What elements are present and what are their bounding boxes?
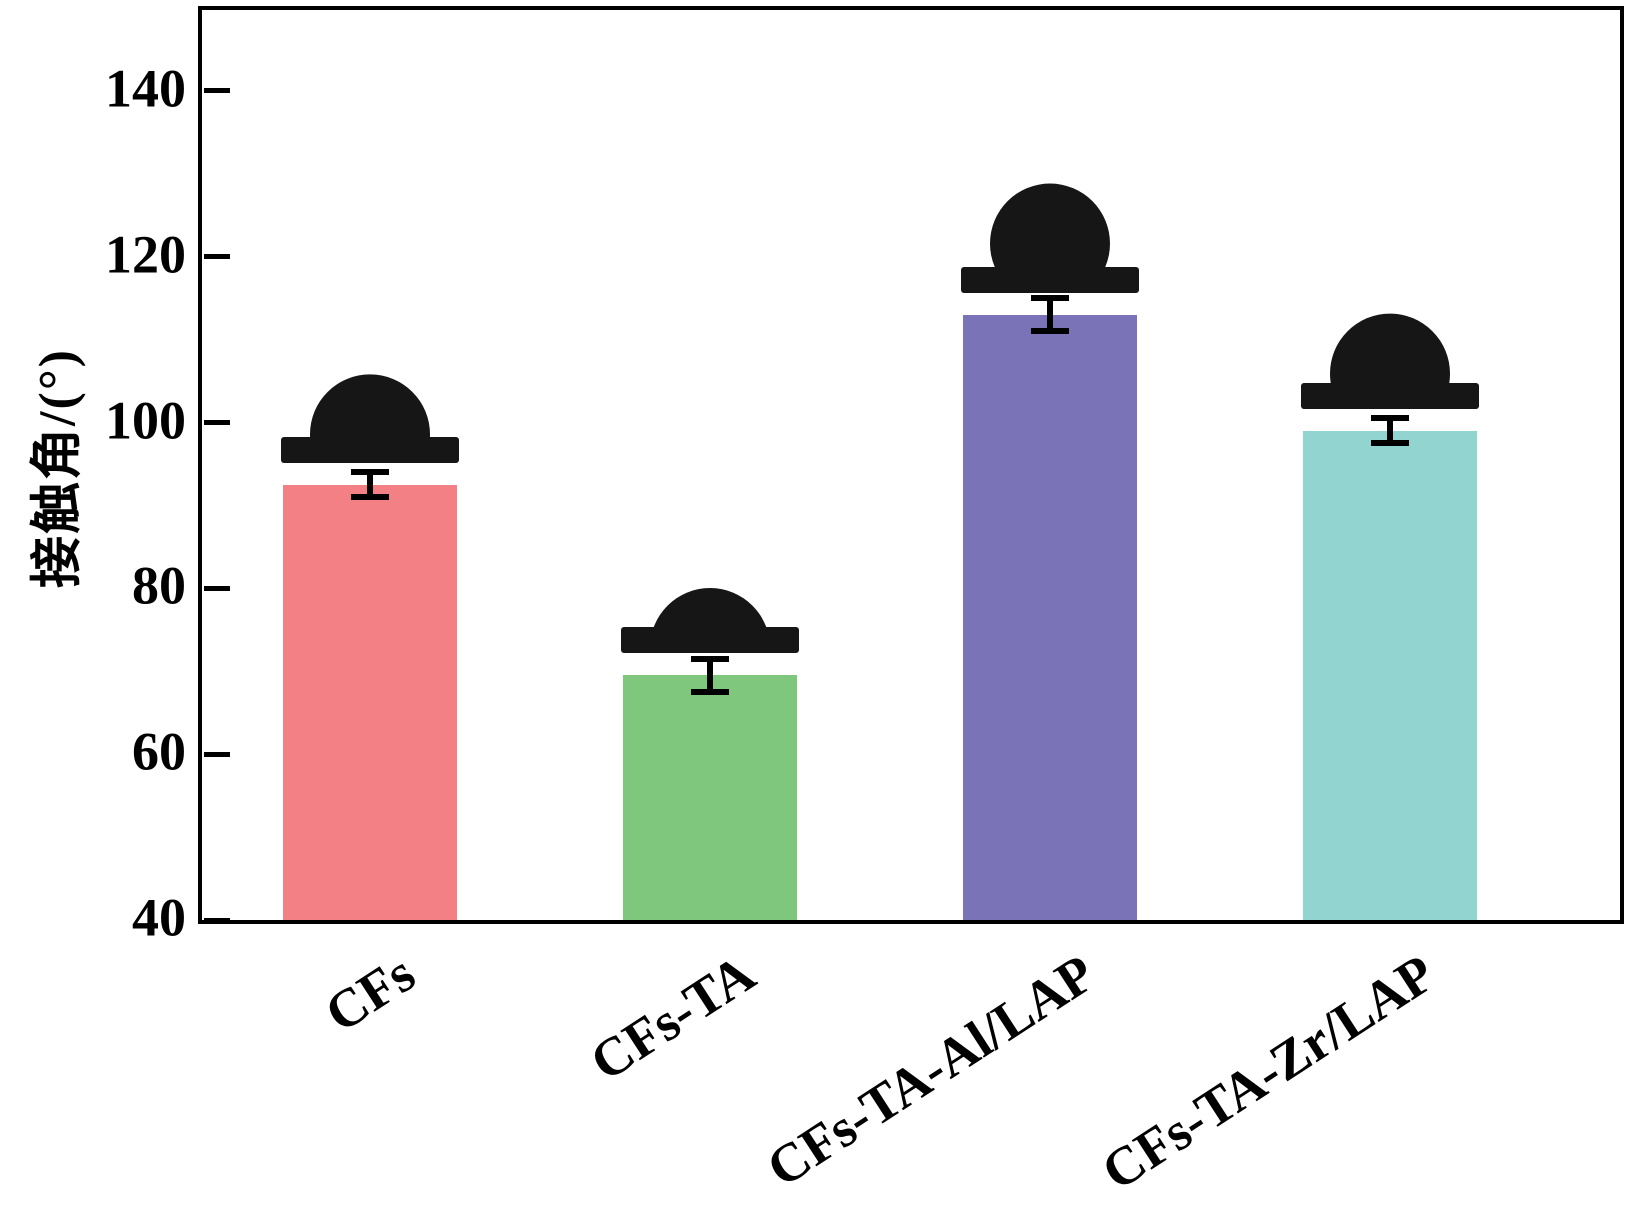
error-bar-cap-top-cfs-ta — [691, 655, 729, 662]
error-bar-cap-bottom-cfs — [351, 494, 389, 501]
error-bar-cap-top-cfs-ta-zr-lap — [1371, 415, 1409, 422]
x-tick-label-cfs-ta: CFs-TA — [579, 942, 766, 1093]
y-tick-mark-120 — [204, 254, 230, 260]
y-tick-label-120: 120 — [105, 224, 186, 285]
y-tick-mark-60 — [204, 751, 230, 757]
x-tick-label-cfs-ta-zr-lap: CFs-TA-Zr/LAP — [1091, 942, 1446, 1202]
error-bar-cfs-ta-zr-lap — [1387, 418, 1393, 444]
contact-angle-droplet-image-cfs-ta-zr-lap — [1301, 310, 1479, 409]
x-tick-label-cfs: CFs — [314, 942, 426, 1044]
error-bar-cap-bottom-cfs-ta-al-lap — [1031, 328, 1069, 335]
contact-angle-droplet-image-cfs — [281, 371, 459, 463]
y-tick-mark-40 — [204, 917, 230, 923]
y-tick-mark-140 — [204, 88, 230, 94]
y-tick-label-140: 140 — [105, 58, 186, 119]
y-tick-mark-80 — [204, 585, 230, 591]
bar-cfs-ta-zr-lap — [1303, 430, 1477, 920]
contact-angle-droplet-image-cfs-ta — [621, 585, 799, 654]
error-bar-cfs — [367, 472, 373, 498]
x-tick-label-cfs-ta-al-lap: CFs-TA-Al/LAP — [756, 942, 1106, 1199]
error-bar-cap-bottom-cfs-ta-zr-lap — [1371, 440, 1409, 447]
contact-angle-droplet-image-cfs-ta-al-lap — [961, 180, 1139, 293]
y-tick-label-60: 60 — [132, 721, 186, 782]
y-axis-label: 接触角/(°) — [29, 348, 87, 588]
error-bar-cfs-ta-al-lap — [1047, 298, 1053, 332]
bar-cfs — [283, 484, 457, 920]
y-tick-mark-100 — [204, 420, 230, 426]
error-bar-cfs-ta — [707, 658, 713, 692]
error-bar-cap-bottom-cfs-ta — [691, 689, 729, 695]
y-tick-label-80: 80 — [132, 555, 186, 616]
error-bar-cap-top-cfs — [351, 469, 389, 476]
y-tick-label-40: 40 — [132, 887, 186, 948]
error-bar-cap-top-cfs-ta-al-lap — [1031, 295, 1069, 302]
bar-cfs-ta-al-lap — [963, 314, 1137, 920]
bar-cfs-ta — [623, 675, 797, 920]
y-tick-label-100: 100 — [105, 390, 186, 451]
